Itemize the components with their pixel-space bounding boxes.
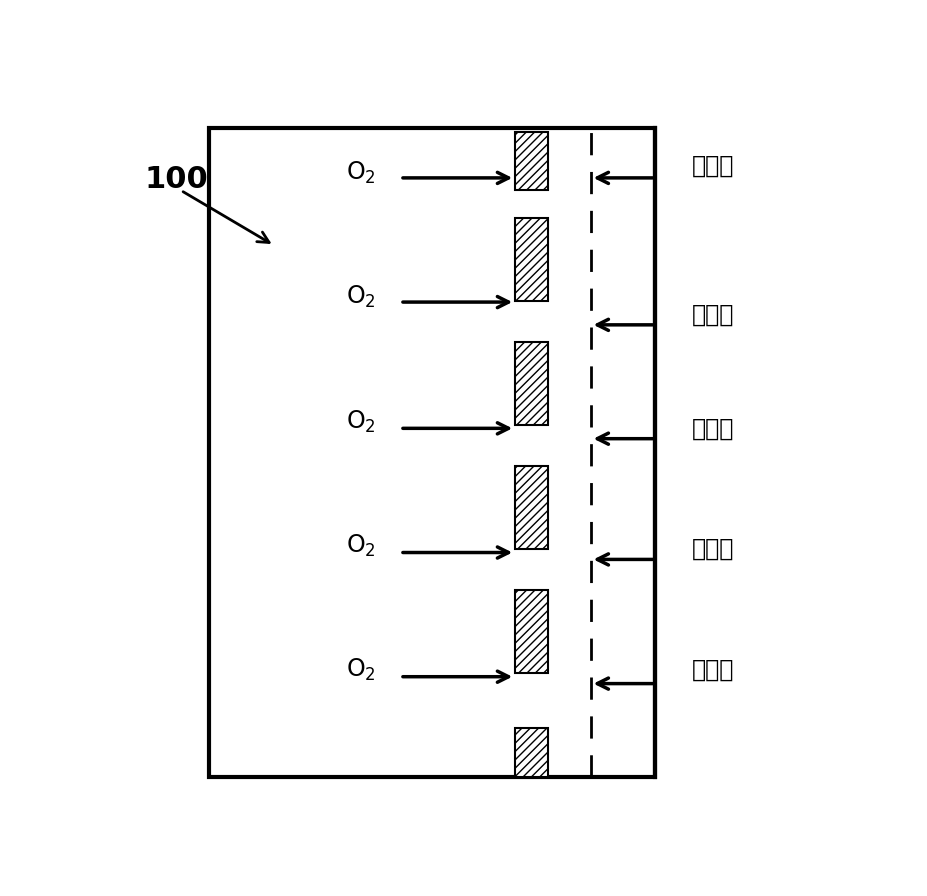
Text: O$_2$: O$_2$ [346, 160, 375, 186]
Bar [514, 218, 547, 301]
Bar [210, 128, 654, 777]
Text: 100: 100 [145, 166, 209, 194]
Bar [514, 466, 547, 549]
Text: O$_2$: O$_2$ [346, 657, 375, 683]
Text: O$_2$: O$_2$ [346, 284, 375, 310]
Text: 污染物: 污染物 [691, 537, 733, 561]
Text: 污染物: 污染物 [691, 658, 733, 682]
Bar [514, 728, 547, 777]
Text: O$_2$: O$_2$ [346, 532, 375, 559]
Bar [514, 590, 547, 673]
Text: 污染物: 污染物 [691, 303, 733, 326]
Text: O$_2$: O$_2$ [346, 409, 375, 435]
Text: 污染物: 污染物 [691, 417, 733, 440]
Bar [514, 342, 547, 425]
Text: 污染物: 污染物 [691, 154, 733, 178]
Bar [514, 132, 547, 190]
